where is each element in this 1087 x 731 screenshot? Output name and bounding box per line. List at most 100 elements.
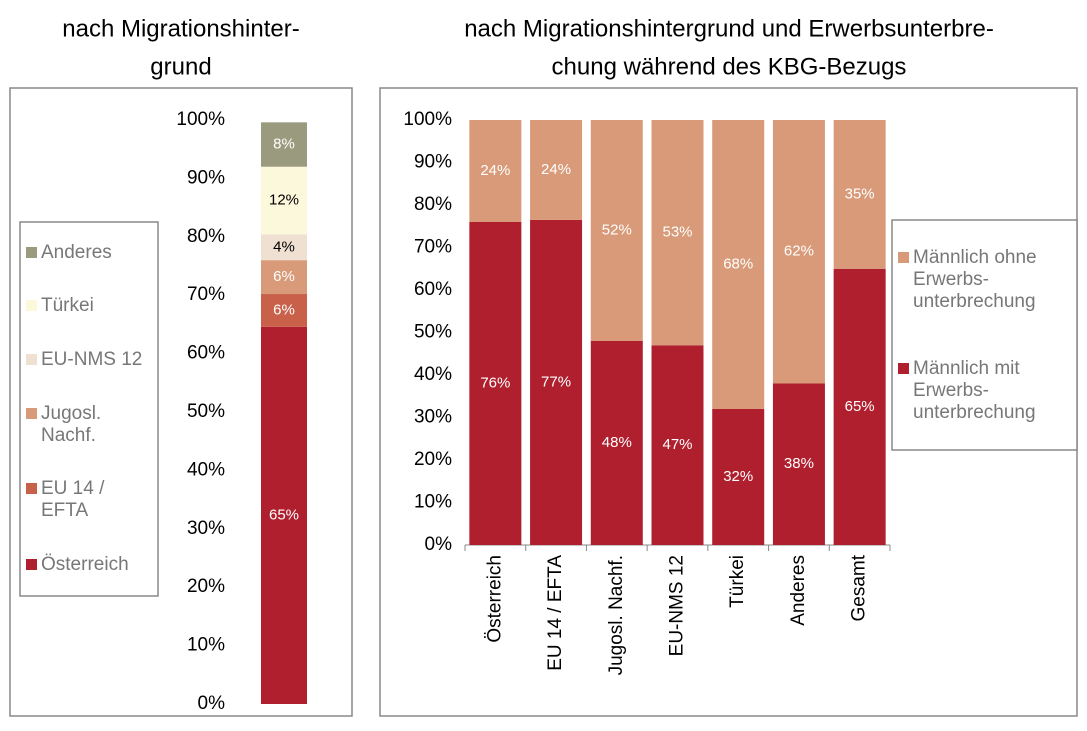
data-label: 24% [480,162,510,179]
data-label: 65% [845,398,875,415]
bar-segment [261,234,307,261]
data-label: 52% [602,221,632,238]
x-tick-label: Jugosl. Nachf. [606,555,627,675]
chart-title: nach Migrationshintergrund und Erwerbsun… [464,15,994,42]
bar-segment [469,222,522,545]
data-label: 6% [273,301,295,318]
data-label: 38% [784,455,814,472]
bar-segment [833,268,886,545]
x-tick-label: Österreich [484,555,505,643]
legend-swatch [26,354,37,366]
legend-swatch [26,483,37,495]
legend: Männlich ohne Erwerbs-unterbrechung Männl… [898,224,1073,446]
legend-swatch [26,300,37,312]
bar-segment [712,120,765,409]
legend-swatch [26,559,37,571]
y-tick-label: 10% [187,635,225,656]
y-tick-label: 30% [187,518,225,539]
data-label: 62% [784,243,814,260]
y-tick-label: 30% [414,407,452,428]
bar-segment [651,120,704,346]
bar-segment [261,122,307,167]
data-label: 47% [662,436,692,453]
x-tick-label: Anderes [788,555,809,626]
legend-item: EU-NMS 12 [26,349,154,371]
y-tick-label: 0% [198,693,226,714]
x-tick-label: EU 14 / EFTA [545,555,566,671]
data-label: 24% [541,161,571,178]
bar-segment [651,345,704,545]
y-tick-label: 80% [414,194,452,215]
y-tick-label: 40% [414,364,452,385]
bar-segment [261,294,307,327]
bar-segment [261,260,307,295]
legend-item: Österreich [26,554,154,576]
bar-segment [772,120,825,384]
y-tick-label: 90% [187,167,225,188]
bar-segment [772,383,825,545]
data-label: 6% [273,268,295,285]
legend-label: Türkei [41,295,94,317]
data-label: 65% [269,506,299,523]
y-tick-label: 100% [403,109,452,130]
bar-segment [261,166,307,235]
x-tick-label: Türkei [727,555,748,608]
legend-item: EU 14 / EFTA [26,478,154,522]
bar-segment [712,409,765,545]
data-label: 77% [541,373,571,390]
y-tick-label: 20% [187,576,225,597]
legend: Anderes Türkei EU-NMS 12 Jugosl. Nachf. EU 1… [26,226,154,592]
y-tick-label: 20% [414,449,452,470]
x-tick-label: EU-NMS 12 [667,555,688,656]
y-tick-label: 90% [414,152,452,173]
data-label: 32% [723,468,753,485]
data-label: 68% [723,255,753,272]
chart-title: chung während des KBG-Bezugs [552,53,907,80]
y-tick-label: 10% [414,492,452,513]
y-tick-label: 70% [187,284,225,305]
legend-swatch [26,407,37,419]
bar-segment [261,326,307,704]
data-label: 76% [480,374,510,391]
y-tick-label: 60% [414,279,452,300]
legend-box [19,221,159,597]
y-tick-label: 70% [414,237,452,258]
y-tick-label: 50% [414,322,452,343]
legend-item: Anderes [26,242,154,264]
legend-item: Jugosl. Nachf. [26,403,154,447]
legend-swatch [898,251,909,263]
legend-label: EU 14 / EFTA [41,478,105,522]
legend-label: Männlich ohne Erwerbs-unterbrechung [913,246,1037,312]
legend-item: Türkei [26,295,154,317]
y-tick-label: 80% [187,226,225,247]
data-label: 35% [845,185,875,202]
bar-segment [530,219,583,545]
legend-label: Männlich mit Erwerbs-unterbrechung [913,357,1036,423]
bar-segment [590,341,643,545]
bar-segment [833,120,886,269]
data-label: 48% [602,434,632,451]
legend-label: Anderes [41,241,112,263]
panel [9,87,353,717]
y-tick-label: 40% [187,459,225,480]
data-label: 8% [273,135,295,152]
chart-title: grund [150,53,211,80]
data-label: 12% [269,192,299,209]
legend-items: Männlich ohne Erwerbs-unterbrechung Männl… [898,224,1073,446]
chart-title: nach Migrationshinter- [62,15,299,42]
data-label: 53% [662,224,692,241]
y-tick-label: 100% [176,109,225,130]
legend-items: Anderes Türkei EU-NMS 12 Jugosl. Nachf. EU 1… [26,226,154,592]
legend-swatch [898,362,909,374]
legend-item: Männlich ohne Erwerbs-unterbrechung [898,247,1073,313]
bar-segment [530,120,583,220]
x-tick-label: Gesamt [849,554,870,621]
legend-box [891,219,1078,451]
y-tick-label: 50% [187,401,225,422]
data-label: 4% [273,238,295,255]
bar-segment [469,120,522,222]
legend-label: Jugosl. Nachf. [41,402,102,446]
legend-item: Männlich mit Erwerbs-unterbrechung [898,358,1073,424]
legend-swatch [26,246,37,258]
